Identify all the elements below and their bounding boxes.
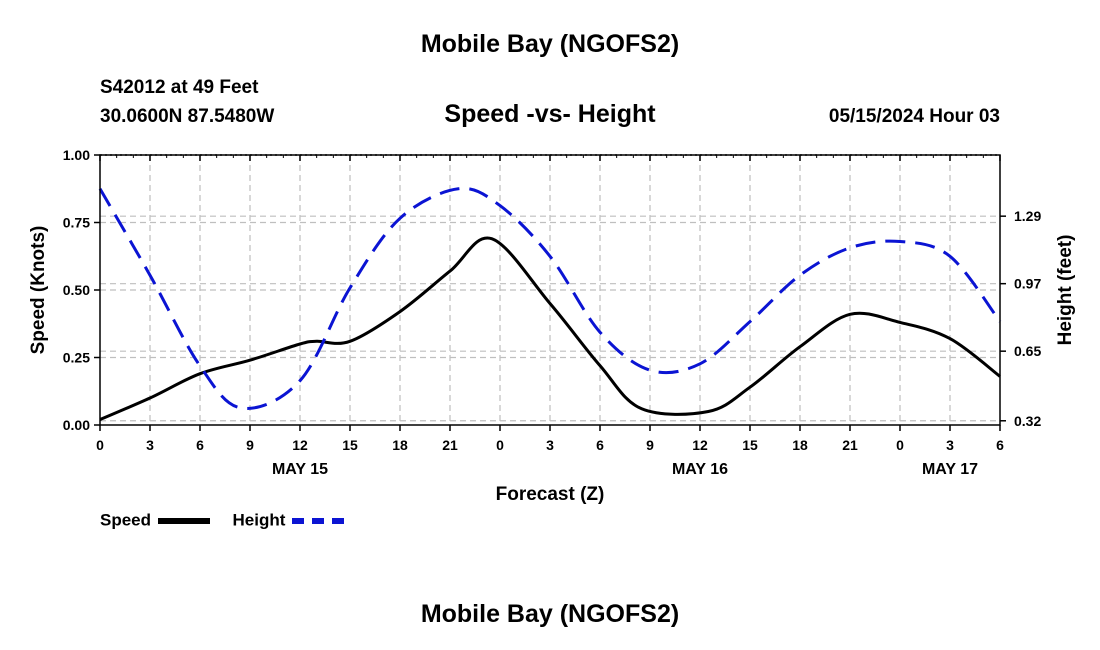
station-coordinates: 30.0600N 87.5480W <box>100 106 275 127</box>
y2-axis-title: Height (feet) <box>1055 235 1076 346</box>
legend-speed-swatch <box>157 517 210 524</box>
x-tick-label: 6 <box>996 437 1004 453</box>
x-tick-label: 9 <box>646 437 654 453</box>
x-tick-label: 12 <box>292 437 308 453</box>
legend-height-label: Height <box>232 510 286 530</box>
date-label: MAY 15 <box>272 461 328 478</box>
y-tick-label: 0.25 <box>63 350 90 366</box>
grid-lines <box>100 155 1000 425</box>
y2-tick-label: 0.97 <box>1014 276 1041 292</box>
y2-tick-label: 0.65 <box>1014 343 1041 359</box>
y2-tick-label: 1.29 <box>1014 208 1041 224</box>
x-tick-label: 18 <box>392 437 408 453</box>
x-tick-label: 0 <box>896 437 904 453</box>
chart-title: Mobile Bay (NGOFS2) <box>420 30 680 58</box>
y-tick-label: 0.50 <box>63 282 90 298</box>
date-label: MAY 16 <box>672 461 728 478</box>
series-layer <box>98 186 1002 421</box>
x-tick-label: 3 <box>546 437 554 453</box>
x-tick-label: 3 <box>946 437 954 453</box>
chart-subtitle: Speed -vs- Height <box>444 100 656 128</box>
x-tick-label: 0 <box>496 437 504 453</box>
x-tick-label: 0 <box>96 437 104 453</box>
y-tick-label: 0.00 <box>63 417 90 433</box>
x-tick-label: 9 <box>246 437 254 453</box>
forecast-timestamp: 05/15/2024 Hour 03 <box>828 106 1000 127</box>
speed-series-line <box>99 236 1001 421</box>
legend-speed-label: Speed <box>100 510 152 530</box>
legend-height-swatch <box>292 517 345 524</box>
x-axis-title: Forecast (Z) <box>496 484 605 505</box>
axes: 0 3 6 9 12 15 18 21 0 3 6 9 12 15 18 21 0 3 6 MAY 15 MAY 16 M… <box>63 147 1042 478</box>
x-tick-label: 6 <box>196 437 204 453</box>
speed-height-chart: 0 3 6 9 12 15 18 21 0 3 6 9 12 15 18 21 0 3 6 MAY 15 MAY 16 M… <box>28 147 1076 505</box>
y-tick-label: 1.00 <box>63 147 90 163</box>
y-tick-label: 0.75 <box>63 215 90 231</box>
footer-title: Mobile Bay (NGOFS2) <box>420 600 680 628</box>
date-label: MAY 17 <box>922 461 978 478</box>
x-tick-label: 21 <box>842 437 858 453</box>
station-label: S42012 at 49 Feet <box>100 77 259 98</box>
x-tick-label: 21 <box>442 437 458 453</box>
x-tick-label: 18 <box>792 437 808 453</box>
y2-tick-label: 0.32 <box>1014 413 1041 429</box>
x-tick-label: 3 <box>146 437 154 453</box>
y-axis-title: Speed (Knots) <box>28 226 49 355</box>
x-tick-label: 6 <box>596 437 604 453</box>
x-tick-label: 15 <box>742 437 758 453</box>
legend: Speed Height <box>100 510 362 531</box>
x-tick-label: 12 <box>692 437 708 453</box>
x-tick-label: 15 <box>342 437 358 453</box>
